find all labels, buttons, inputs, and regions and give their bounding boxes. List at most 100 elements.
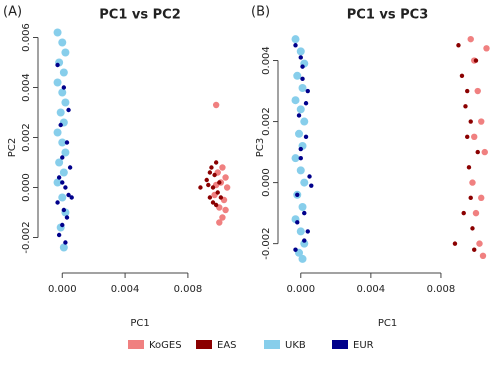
point <box>295 192 300 198</box>
panel-label: (A) <box>3 5 22 20</box>
point <box>469 179 476 186</box>
point <box>466 165 472 170</box>
point <box>479 252 487 260</box>
point <box>219 164 226 171</box>
point <box>61 98 70 107</box>
point <box>298 146 303 152</box>
point <box>291 35 300 44</box>
point <box>470 226 475 231</box>
point <box>61 148 70 157</box>
point <box>463 104 468 109</box>
chart-title: PC1 vs PC3 <box>347 8 429 23</box>
point <box>295 220 300 225</box>
point <box>472 209 480 217</box>
x-axis-label: PC1 <box>130 318 149 329</box>
panel-label: (B) <box>251 5 270 20</box>
point <box>58 122 63 128</box>
point <box>55 62 60 68</box>
y-tick-label: -0.002 <box>261 228 272 260</box>
point <box>59 243 68 252</box>
point <box>300 178 309 187</box>
point <box>483 45 490 52</box>
point <box>53 178 62 187</box>
point <box>296 166 305 175</box>
point <box>478 118 485 125</box>
point <box>60 180 65 185</box>
point <box>66 107 71 113</box>
point <box>474 87 481 95</box>
y-tick-label: 0.000 <box>261 168 272 197</box>
point <box>61 85 67 90</box>
point <box>67 165 73 170</box>
legend-label: EAS <box>217 340 237 351</box>
point <box>210 200 216 205</box>
point <box>215 190 220 195</box>
x-axis-label: PC1 <box>378 318 397 329</box>
point <box>481 148 488 156</box>
point <box>300 64 305 69</box>
point <box>206 182 211 188</box>
x-tick-label: 0.008 <box>427 284 456 295</box>
y-tick-label: 0.004 <box>261 46 272 75</box>
legend-swatch <box>264 340 280 349</box>
point <box>459 73 465 78</box>
point <box>293 71 302 80</box>
x-tick-label: 0.000 <box>286 284 315 295</box>
point <box>302 238 307 243</box>
point <box>300 76 305 82</box>
point <box>63 240 68 245</box>
point <box>465 134 470 140</box>
point <box>207 170 213 175</box>
y-tick-label: 0.006 <box>21 23 32 52</box>
point <box>61 48 70 57</box>
point <box>291 154 300 163</box>
point <box>298 55 303 60</box>
point <box>222 174 229 181</box>
point <box>64 215 70 220</box>
point <box>63 185 68 190</box>
point <box>59 168 68 177</box>
point <box>302 210 307 216</box>
point <box>66 192 71 198</box>
point <box>60 222 65 228</box>
point <box>456 43 461 48</box>
point <box>307 174 312 179</box>
legend-label: EUR <box>353 340 374 351</box>
legend-label: KoGES <box>149 340 182 351</box>
point <box>295 129 304 138</box>
point <box>293 247 298 252</box>
point <box>53 28 62 37</box>
point <box>209 165 214 170</box>
point <box>309 183 314 188</box>
y-axis-label: PC2 <box>7 138 18 157</box>
point <box>60 155 65 160</box>
point <box>296 47 305 56</box>
point <box>305 229 310 234</box>
legend-swatch <box>128 340 144 349</box>
point <box>467 35 474 43</box>
point <box>204 177 209 183</box>
point <box>58 88 67 97</box>
point <box>55 200 60 205</box>
point <box>298 254 307 263</box>
point <box>207 195 213 200</box>
point <box>212 101 220 109</box>
point <box>56 175 62 180</box>
y-tick-label: 0.000 <box>21 173 32 202</box>
legend-swatch <box>196 340 212 349</box>
point <box>219 214 226 221</box>
point <box>56 232 62 238</box>
point <box>468 195 473 201</box>
y-tick-label: 0.002 <box>261 107 272 136</box>
point <box>56 108 65 117</box>
point <box>296 227 305 236</box>
x-tick-label: 0.008 <box>174 284 203 295</box>
point <box>212 172 217 178</box>
point <box>293 43 298 48</box>
point <box>476 240 483 247</box>
y-axis-label: PC3 <box>255 138 266 157</box>
point <box>300 239 309 248</box>
legend-label: UKB <box>285 340 306 351</box>
point <box>478 194 485 202</box>
point <box>298 155 303 161</box>
